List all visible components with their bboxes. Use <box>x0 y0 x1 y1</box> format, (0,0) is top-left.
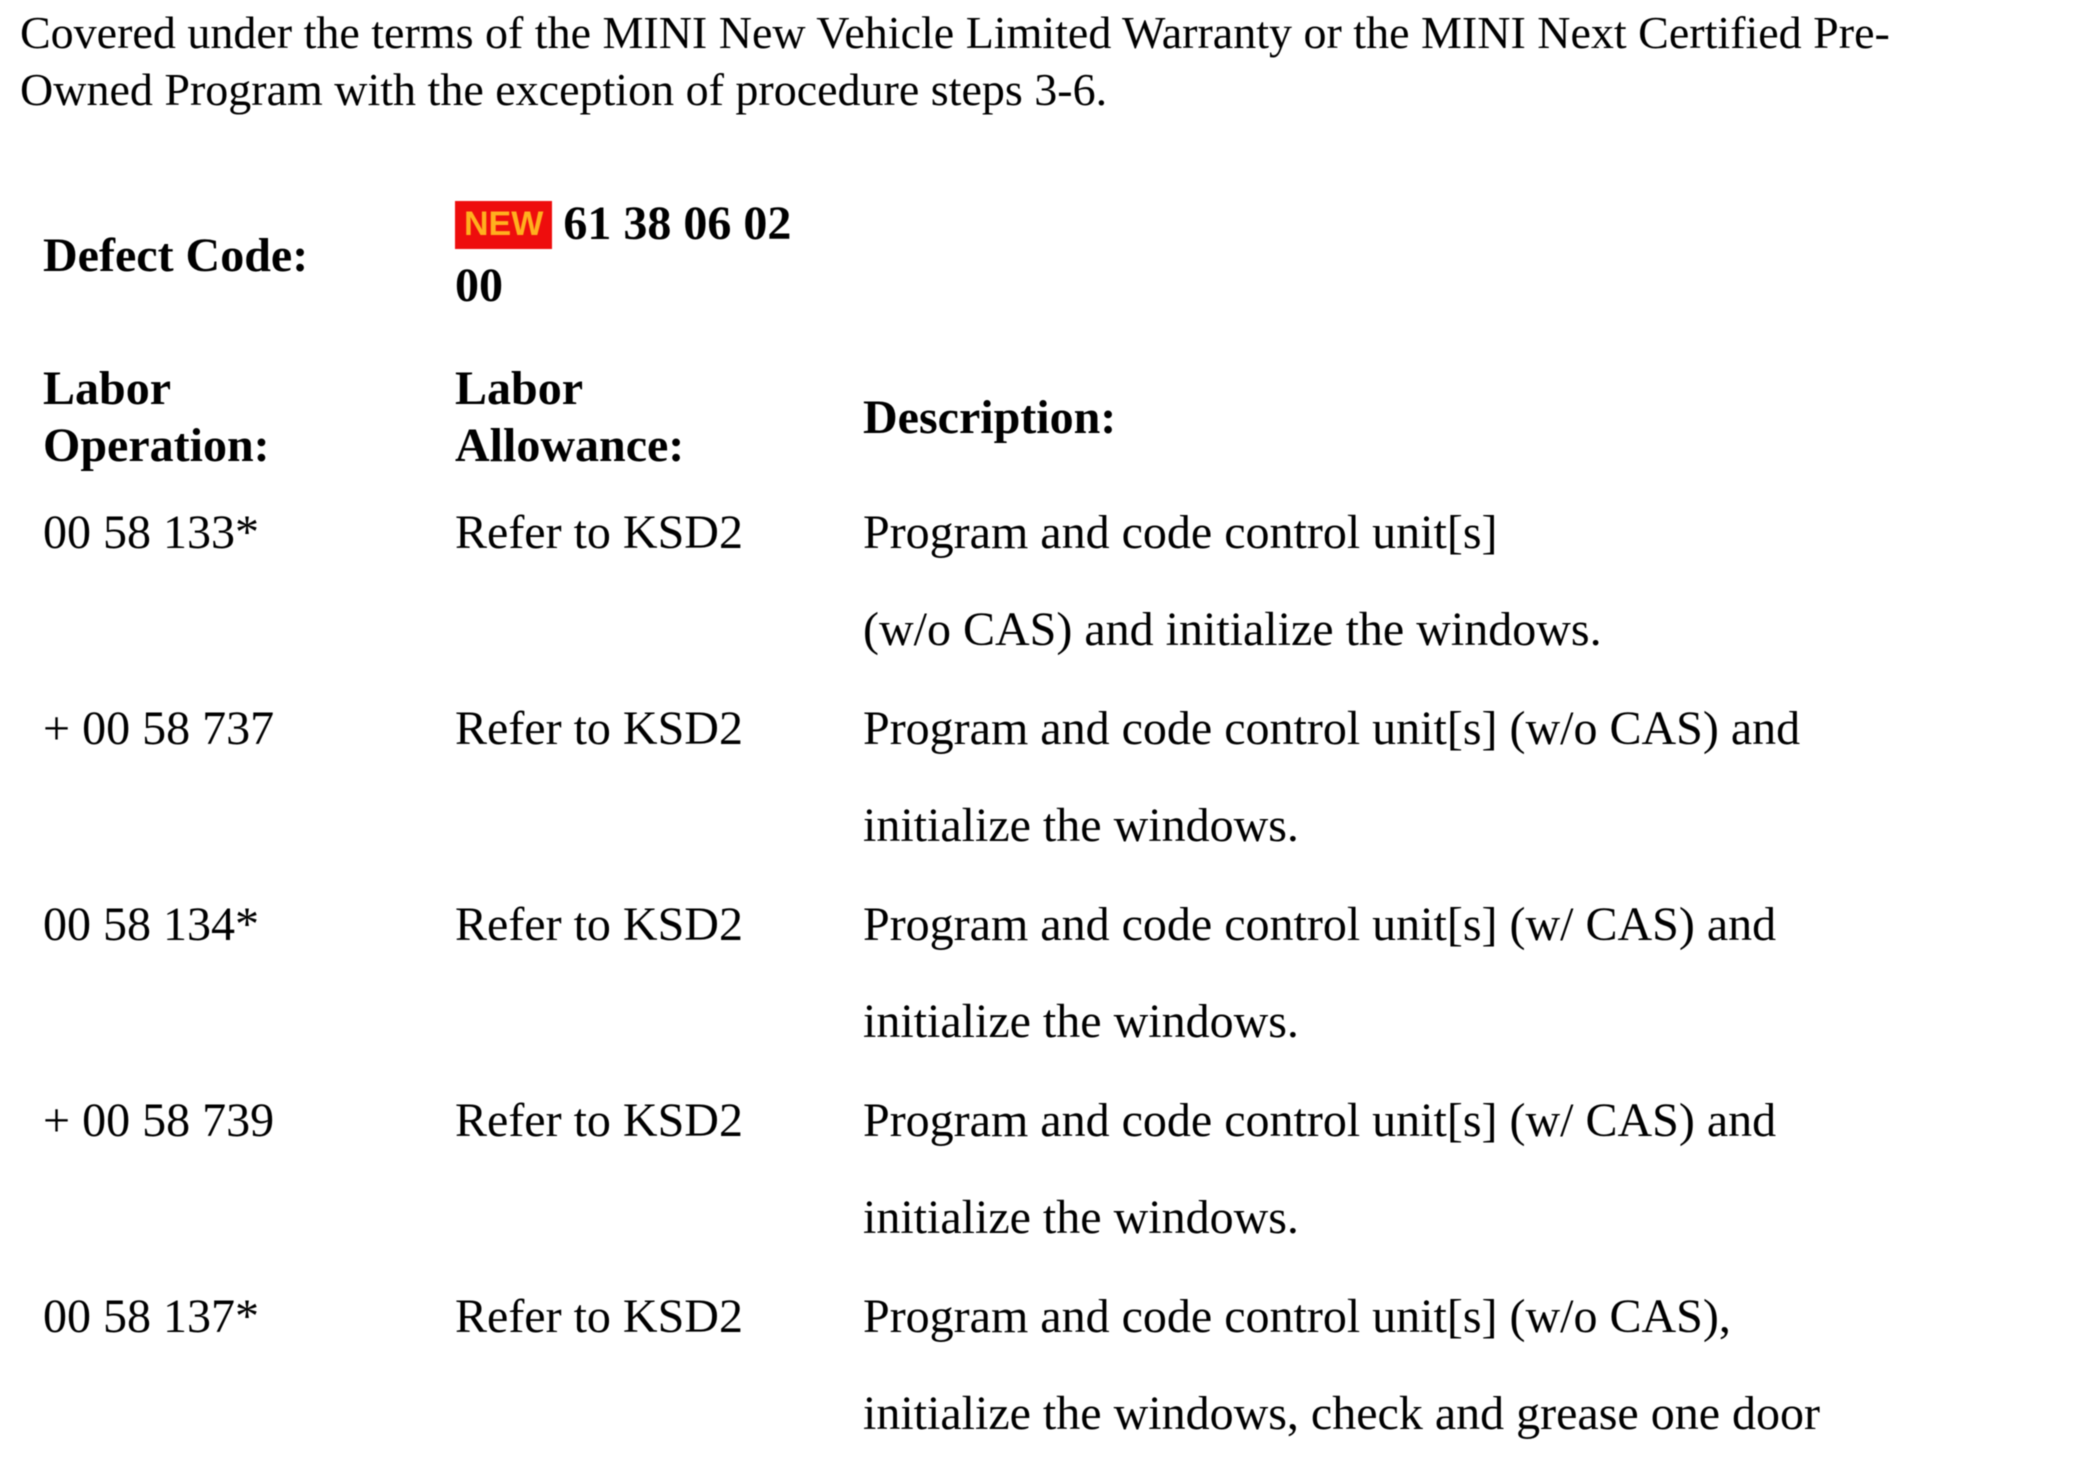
labor-allowance-cell: Refer to KSD2 <box>455 1290 743 1343</box>
header-labor-operation-line-2: Operation: <box>43 419 270 472</box>
labor-operation-cell: + 00 58 737 <box>43 702 275 755</box>
description-cell: Program and code control unit[s] (w/o CA… <box>863 484 2075 678</box>
new-badge: NEW <box>455 201 553 249</box>
description-cell: Program and code control unit[s] (w/o CA… <box>863 680 2075 874</box>
description-line: Program and code control unit[s] (w/o CA… <box>863 702 1801 755</box>
header-labor-allowance-line-2: Allowance: <box>455 419 685 472</box>
header-labor-allowance-line-1: Labor <box>455 362 584 415</box>
defect-code-label: Defect Code: <box>43 228 309 282</box>
table-row: 00 58 133* Refer to KSD2 Program and cod… <box>43 484 2075 680</box>
table-row: + 00 58 739 Refer to KSD2 Program and co… <box>43 1072 2075 1268</box>
header-labor-allowance: Labor Allowance: <box>455 360 863 474</box>
labor-operation-cell: + 00 58 739 <box>43 1094 275 1147</box>
description-line: initialize the windows. <box>863 995 1299 1048</box>
defect-code-section: Defect Code: NEW 61 38 06 02 00 <box>43 193 2075 317</box>
intro-line-2: Owned Program with the exception of proc… <box>20 64 1108 115</box>
labor-operation-cell: 00 58 137* <box>43 1290 259 1343</box>
description-line: initialize the windows. <box>863 1191 1299 1244</box>
table-row: + 00 58 737 Refer to KSD2 Program and co… <box>43 680 2075 876</box>
description-cell: Program and code control unit[s] (w/ CAS… <box>863 1072 2075 1266</box>
description-line: Program and code control unit[s] (w/ CAS… <box>863 898 1777 951</box>
header-labor-operation: Labor Operation: <box>43 360 455 474</box>
description-cell: Program and code control unit[s] (w/ CAS… <box>863 876 2075 1070</box>
labor-operation-cell: 00 58 133* <box>43 506 259 559</box>
description-line: Program and code control unit[s] (w/o CA… <box>863 1290 1731 1343</box>
defect-code-value: NEW 61 38 06 02 00 <box>455 193 791 317</box>
description-line: initialize the windows, check and grease… <box>863 1387 1820 1440</box>
description-line: initialize the windows. <box>863 799 1299 852</box>
intro-line-1: Covered under the terms of the MINI New … <box>20 7 1890 58</box>
defect-code-number: 61 38 06 02 <box>563 197 792 250</box>
defect-code-line-2: 00 <box>455 259 503 312</box>
table-row: 00 58 137* Refer to KSD2 Program and cod… <box>43 1268 2075 1464</box>
labor-allowance-cell: Refer to KSD2 <box>455 506 743 559</box>
description-line: (w/o CAS) and initialize the windows. <box>863 603 1602 656</box>
intro-paragraph: Covered under the terms of the MINI New … <box>20 4 2075 118</box>
labor-operation-cell: 00 58 134* <box>43 898 259 951</box>
table-row: 00 58 134* Refer to KSD2 Program and cod… <box>43 876 2075 1072</box>
labor-operations-table: Labor Operation: Labor Allowance: Descri… <box>43 360 2075 1464</box>
description-cell: Program and code control unit[s] (w/o CA… <box>863 1268 2075 1462</box>
table-body: 00 58 133* Refer to KSD2 Program and cod… <box>43 484 2075 1464</box>
description-line: Program and code control unit[s] <box>863 506 1498 559</box>
labor-allowance-cell: Refer to KSD2 <box>455 1094 743 1147</box>
labor-allowance-cell: Refer to KSD2 <box>455 898 743 951</box>
table-header-row: Labor Operation: Labor Allowance: Descri… <box>43 360 2075 474</box>
header-labor-operation-line-1: Labor <box>43 362 172 415</box>
labor-allowance-cell: Refer to KSD2 <box>455 702 743 755</box>
header-description: Description: <box>863 390 1117 444</box>
defect-code-line-1: NEW 61 38 06 02 <box>455 193 791 255</box>
description-line: Program and code control unit[s] (w/ CAS… <box>863 1094 1777 1147</box>
